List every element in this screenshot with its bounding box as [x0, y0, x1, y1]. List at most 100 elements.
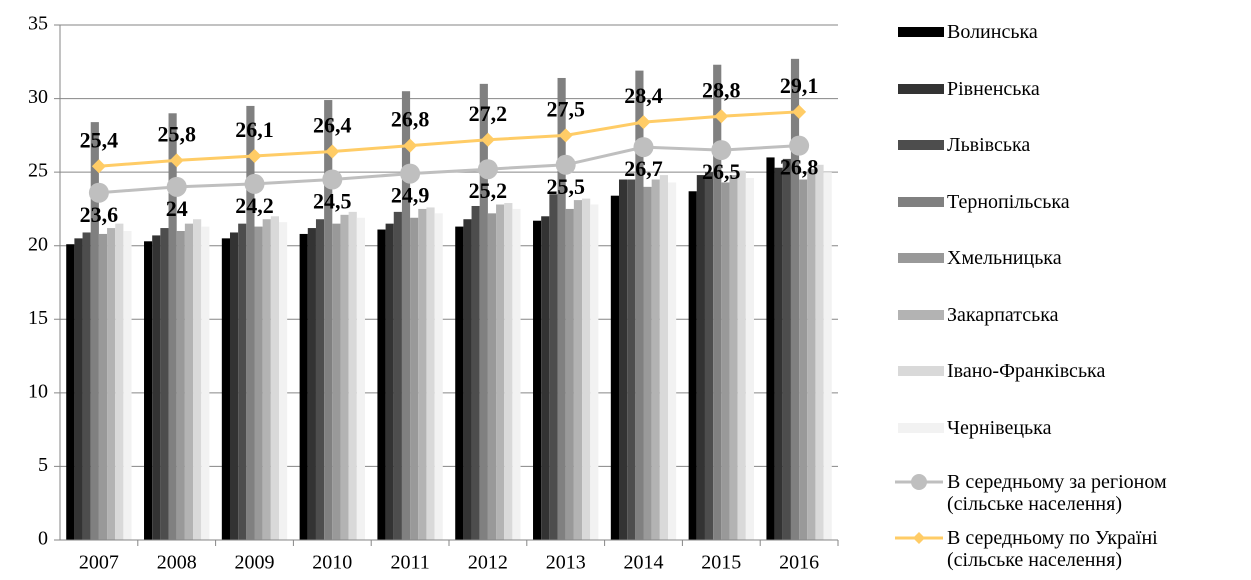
- y-tick-label: 25: [28, 160, 48, 182]
- bar: [618, 179, 628, 540]
- legend-swatch: [895, 134, 947, 156]
- legend-label: В середньому за регіоном (сільське насел…: [947, 471, 1167, 515]
- marker: [636, 115, 651, 130]
- legend-swatch: [895, 247, 947, 269]
- data-label: 27,5: [546, 96, 585, 121]
- bar: [487, 213, 497, 541]
- bar: [356, 217, 365, 540]
- marker: [247, 148, 262, 163]
- legend-item: Закарпатська: [895, 304, 1251, 326]
- x-tick-label: 2014: [624, 552, 664, 574]
- marker: [711, 140, 732, 161]
- legend-label: Рівненська: [947, 77, 1040, 100]
- data-label: 25,2: [469, 178, 508, 203]
- bar: [541, 216, 550, 541]
- legend-rect: [898, 253, 944, 263]
- bar: [246, 105, 255, 540]
- data-label: 26,8: [391, 107, 430, 132]
- legend: Волинська Рівненська Львівська Тернопільськ…: [895, 0, 1251, 580]
- legend-item: Рівненська: [895, 78, 1251, 100]
- bar: [504, 203, 513, 541]
- legend-item: В середньому за регіоном (сільське насел…: [895, 471, 1196, 515]
- x-tick-label: 2012: [468, 552, 508, 574]
- data-label: 24: [166, 196, 188, 221]
- marker: [244, 173, 265, 194]
- bar: [193, 219, 202, 540]
- bar: [627, 179, 636, 540]
- bar: [704, 172, 714, 540]
- line: [98, 110, 800, 168]
- legend-label: Волинська: [947, 21, 1038, 43]
- data-label: 23,6: [80, 202, 119, 227]
- bar: [348, 211, 357, 540]
- bar: [434, 213, 443, 541]
- bar: [590, 204, 599, 540]
- bar: [152, 235, 161, 540]
- legend-rect: [898, 366, 944, 376]
- legend-rect: [898, 27, 944, 37]
- legend-swatch: [895, 191, 947, 213]
- bar: [123, 231, 132, 540]
- bar: [82, 232, 91, 540]
- legend-rect: [898, 140, 944, 150]
- bar: [573, 200, 583, 540]
- legend-label: Тернопільська: [947, 190, 1070, 213]
- legend-item: Волинська: [895, 21, 1251, 43]
- bar: [512, 208, 521, 540]
- y-tick-label: 0: [38, 528, 48, 550]
- bar: [74, 238, 83, 540]
- legend-label: Львівська: [947, 134, 1031, 156]
- bar: [144, 241, 153, 541]
- bar: [455, 226, 464, 541]
- bar: [410, 217, 419, 540]
- bar: [799, 179, 808, 540]
- bar: [479, 83, 488, 540]
- bar: [688, 191, 697, 540]
- bar: [815, 164, 824, 541]
- bar: [766, 157, 775, 540]
- bar: [745, 178, 754, 540]
- bar: [549, 194, 558, 540]
- x-tick-label: 2007: [79, 552, 119, 574]
- bar: [790, 58, 800, 540]
- legend-item: Хмельницька: [895, 247, 1251, 269]
- bar: [90, 122, 99, 540]
- data-label: 29,1: [780, 73, 819, 98]
- legend-swatch: [895, 360, 947, 382]
- bar: [737, 170, 746, 540]
- bar: [377, 229, 386, 540]
- data-label: 26,4: [313, 113, 352, 138]
- marker: [714, 109, 729, 124]
- bar: [659, 175, 669, 541]
- legend-item: Тернопільська: [895, 191, 1251, 213]
- data-label: 24,5: [313, 189, 352, 214]
- bar: [299, 233, 308, 540]
- y-tick-label: 15: [28, 307, 48, 329]
- marker: [325, 144, 340, 159]
- bar: [807, 169, 816, 540]
- bar: [115, 223, 124, 540]
- marker: [88, 182, 109, 203]
- y-tick-label: 35: [28, 13, 48, 35]
- legend-swatch: [895, 527, 947, 549]
- data-label: 28,4: [624, 83, 663, 108]
- data-label: 25,8: [157, 121, 196, 146]
- line: [98, 144, 800, 195]
- bar: [533, 220, 542, 540]
- data-label: 25,4: [80, 127, 119, 152]
- bar: [643, 186, 652, 540]
- bar: [279, 222, 288, 540]
- bar: [184, 223, 194, 540]
- bar: [713, 64, 722, 540]
- legend-rect: [898, 196, 944, 207]
- data-label: 24,9: [391, 183, 430, 208]
- data-label: 28,8: [702, 77, 741, 102]
- bar: [668, 182, 677, 540]
- bar: [340, 214, 349, 541]
- bar: [426, 207, 435, 540]
- bar: [254, 226, 263, 541]
- y-tick-label: 10: [28, 380, 48, 402]
- bar: [496, 204, 505, 540]
